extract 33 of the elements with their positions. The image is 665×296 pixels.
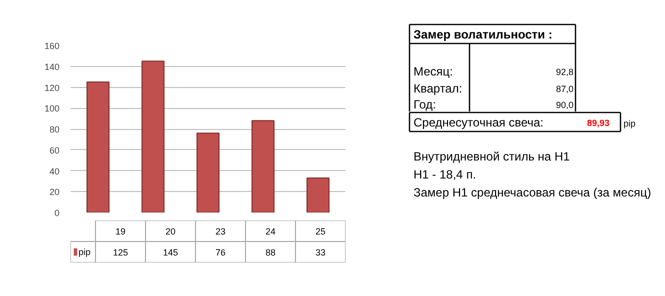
text: Замер H1 среднечасовая свеча (за месяц) — [414, 186, 652, 200]
data-label: 125 — [112, 248, 128, 258]
legend-label: pip — [78, 247, 91, 257]
text: Среднесуточная свеча: — [414, 116, 544, 130]
y-tick-label: 80 — [49, 124, 60, 134]
y-tick-label: 160 — [44, 41, 60, 51]
y-tick-label: 120 — [44, 82, 60, 93]
text: Внутридневной стиль на H1 — [414, 150, 570, 164]
text: Год: — [414, 98, 436, 112]
data-label: 145 — [162, 248, 178, 258]
data-label: 88 — [265, 248, 276, 258]
y-tick-label: 20 — [49, 187, 60, 198]
text: 87,0 — [556, 84, 574, 94]
x-tick-label: 25 — [315, 226, 326, 236]
data-label: 76 — [215, 248, 226, 258]
x-tick-label: 24 — [265, 226, 276, 236]
x-tick-label: 23 — [215, 226, 226, 236]
text: 90,0 — [556, 100, 574, 110]
text: 89,93 — [586, 118, 610, 128]
text: Замер волатильности : — [414, 28, 552, 42]
y-tick-label: 40 — [49, 166, 60, 176]
text: 92,8 — [556, 67, 574, 77]
text: H1 - 18,4 п. — [414, 168, 476, 182]
data-label: 33 — [315, 248, 326, 258]
y-tick-label: 140 — [44, 62, 60, 72]
x-tick-label: 19 — [115, 226, 126, 236]
y-tick-label: 100 — [44, 104, 60, 114]
y-tick-label: 0 — [54, 208, 60, 218]
text: Месяц: — [414, 64, 454, 78]
y-tick-label: 60 — [49, 145, 60, 156]
text: pip — [624, 118, 636, 128]
text: Квартал: — [414, 82, 462, 96]
x-tick-label: 20 — [165, 226, 176, 236]
